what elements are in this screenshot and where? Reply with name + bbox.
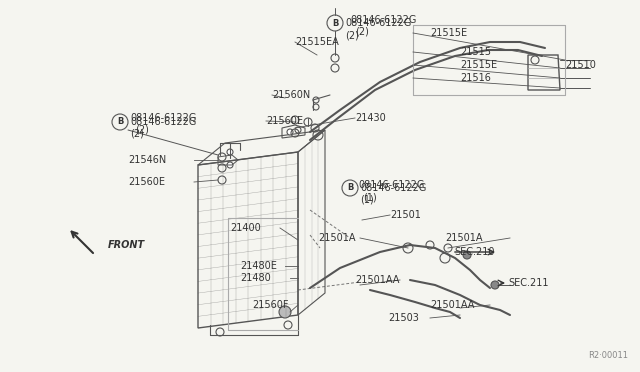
Text: 21515: 21515	[460, 47, 491, 57]
Text: (2): (2)	[135, 125, 149, 135]
Text: 21515E: 21515E	[460, 60, 497, 70]
Text: 21400: 21400	[230, 223, 260, 233]
Text: 08146-6122G: 08146-6122G	[345, 18, 412, 28]
Text: 21510: 21510	[565, 60, 596, 70]
Text: R2·00011: R2·00011	[588, 351, 628, 360]
Text: (2): (2)	[355, 27, 369, 37]
Text: 08146-6122G: 08146-6122G	[130, 113, 196, 123]
Text: 21480: 21480	[240, 273, 271, 283]
Text: 21515E: 21515E	[430, 28, 467, 38]
Text: 21501A: 21501A	[318, 233, 355, 243]
Text: 21515EA: 21515EA	[295, 37, 339, 47]
Circle shape	[463, 251, 471, 259]
Text: 21480E: 21480E	[240, 261, 277, 271]
Text: (1): (1)	[363, 192, 377, 202]
Circle shape	[491, 281, 499, 289]
Text: 21501A: 21501A	[445, 233, 483, 243]
Text: B: B	[332, 19, 338, 28]
Text: 08146-6122G: 08146-6122G	[130, 117, 196, 127]
Text: 21503: 21503	[388, 313, 419, 323]
Text: 08146-6122G: 08146-6122G	[350, 15, 417, 25]
Text: 21516: 21516	[460, 73, 491, 83]
Text: 21501AA: 21501AA	[355, 275, 399, 285]
Text: (2): (2)	[345, 30, 359, 40]
Text: 08146-6122G: 08146-6122G	[360, 183, 426, 193]
Text: 21560E: 21560E	[266, 116, 303, 126]
Text: 08146-6122G: 08146-6122G	[358, 180, 424, 190]
Circle shape	[279, 306, 291, 318]
Text: 21560F: 21560F	[252, 300, 289, 310]
Text: (2): (2)	[130, 129, 144, 139]
Circle shape	[287, 129, 293, 135]
Text: 21560N: 21560N	[272, 90, 310, 100]
Text: (1): (1)	[360, 195, 374, 205]
Text: SEC.211: SEC.211	[508, 278, 548, 288]
Text: 21501: 21501	[390, 210, 421, 220]
Text: 21546N: 21546N	[128, 155, 166, 165]
Text: B: B	[117, 118, 123, 126]
Text: 21430: 21430	[355, 113, 386, 123]
Text: 21560E: 21560E	[128, 177, 165, 187]
Circle shape	[227, 149, 233, 155]
Text: SEC.210: SEC.210	[454, 247, 495, 257]
Text: 21501AA: 21501AA	[430, 300, 474, 310]
Circle shape	[227, 162, 233, 168]
Text: FRONT: FRONT	[108, 240, 145, 250]
Text: B: B	[347, 183, 353, 192]
